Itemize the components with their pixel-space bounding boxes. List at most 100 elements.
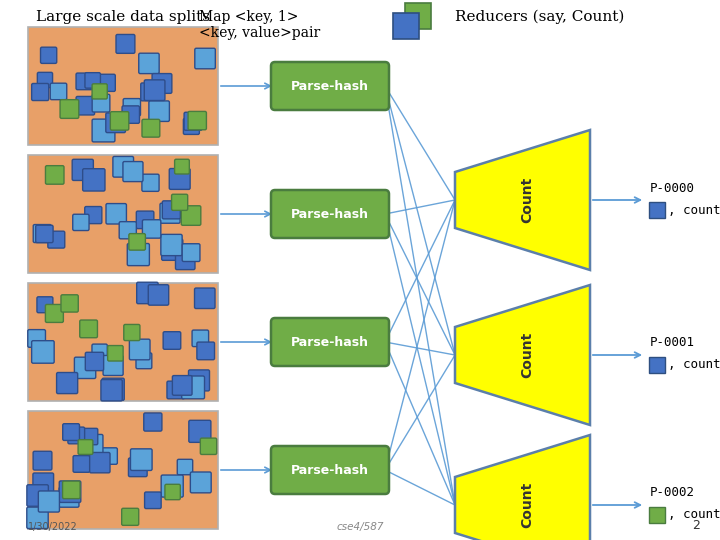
FancyBboxPatch shape [102,378,125,400]
FancyBboxPatch shape [98,75,115,91]
FancyBboxPatch shape [28,329,45,347]
FancyBboxPatch shape [200,438,217,455]
FancyBboxPatch shape [140,83,158,101]
FancyBboxPatch shape [128,458,147,477]
FancyBboxPatch shape [92,84,107,99]
FancyBboxPatch shape [63,481,80,498]
FancyBboxPatch shape [649,202,665,218]
FancyBboxPatch shape [184,112,202,130]
Text: Parse-hash: Parse-hash [291,207,369,220]
FancyBboxPatch shape [405,3,431,29]
FancyBboxPatch shape [27,507,48,529]
FancyBboxPatch shape [122,508,139,525]
FancyBboxPatch shape [137,282,158,303]
FancyBboxPatch shape [142,174,159,191]
Bar [28,283,218,401]
FancyBboxPatch shape [60,100,78,118]
FancyBboxPatch shape [177,460,193,475]
Text: 2: 2 [692,519,700,532]
FancyBboxPatch shape [106,113,125,133]
FancyBboxPatch shape [101,448,117,464]
Text: , count1: , count1 [668,204,720,217]
FancyBboxPatch shape [163,332,181,349]
FancyBboxPatch shape [189,420,211,442]
FancyBboxPatch shape [92,344,107,360]
FancyBboxPatch shape [161,234,182,255]
Bar [28,411,218,529]
FancyBboxPatch shape [169,168,190,190]
Text: Reducers (say, Count): Reducers (say, Count) [455,10,625,24]
FancyBboxPatch shape [145,492,161,509]
FancyBboxPatch shape [83,168,105,191]
FancyBboxPatch shape [162,201,180,219]
FancyBboxPatch shape [63,424,79,441]
FancyBboxPatch shape [59,487,79,507]
Text: 1/30/2022: 1/30/2022 [28,522,78,532]
FancyBboxPatch shape [85,73,100,88]
FancyBboxPatch shape [188,111,207,130]
FancyBboxPatch shape [85,206,102,224]
FancyBboxPatch shape [165,484,180,500]
FancyBboxPatch shape [74,357,96,379]
FancyBboxPatch shape [271,62,389,110]
FancyBboxPatch shape [116,35,135,53]
FancyBboxPatch shape [142,119,160,137]
FancyBboxPatch shape [176,250,195,269]
FancyBboxPatch shape [144,413,162,431]
Text: Parse-hash: Parse-hash [291,463,369,476]
FancyBboxPatch shape [27,485,48,506]
FancyBboxPatch shape [123,161,143,181]
FancyBboxPatch shape [50,83,67,100]
Text: P-0001: P-0001 [650,336,695,349]
FancyBboxPatch shape [130,449,152,470]
Text: Large scale data splits: Large scale data splits [36,10,210,24]
FancyBboxPatch shape [172,375,192,395]
FancyBboxPatch shape [182,244,200,261]
Text: Parse-hash: Parse-hash [291,79,369,92]
Polygon shape [455,285,590,425]
FancyBboxPatch shape [175,159,189,174]
FancyBboxPatch shape [161,475,183,497]
FancyBboxPatch shape [271,318,389,366]
Bar [28,155,218,273]
FancyBboxPatch shape [92,94,110,112]
Text: Parse-hash: Parse-hash [291,335,369,348]
FancyBboxPatch shape [40,47,57,63]
FancyBboxPatch shape [129,234,145,250]
FancyBboxPatch shape [82,435,103,455]
FancyBboxPatch shape [68,427,85,444]
FancyBboxPatch shape [32,341,54,363]
FancyBboxPatch shape [73,456,90,472]
FancyBboxPatch shape [136,211,154,228]
FancyBboxPatch shape [181,206,201,225]
FancyBboxPatch shape [195,48,215,69]
FancyBboxPatch shape [649,507,665,523]
Text: P-0000: P-0000 [650,181,695,194]
Text: , count2: , count2 [668,359,720,372]
FancyBboxPatch shape [136,353,152,369]
FancyBboxPatch shape [38,491,60,512]
FancyBboxPatch shape [393,13,419,39]
FancyBboxPatch shape [37,297,53,313]
FancyBboxPatch shape [127,244,150,266]
FancyBboxPatch shape [45,305,63,322]
FancyBboxPatch shape [76,73,93,90]
FancyBboxPatch shape [271,190,389,238]
FancyBboxPatch shape [190,472,211,493]
FancyBboxPatch shape [189,370,210,391]
FancyBboxPatch shape [192,330,209,347]
Bar [28,27,218,145]
FancyBboxPatch shape [122,106,140,123]
FancyBboxPatch shape [33,473,53,494]
Text: Count: Count [521,482,534,528]
FancyBboxPatch shape [37,72,53,87]
Polygon shape [455,435,590,540]
FancyBboxPatch shape [160,203,180,223]
FancyBboxPatch shape [106,204,127,224]
Text: P-0002: P-0002 [650,487,695,500]
FancyBboxPatch shape [148,285,168,305]
FancyBboxPatch shape [184,118,199,134]
FancyBboxPatch shape [78,440,93,455]
Polygon shape [455,130,590,270]
FancyBboxPatch shape [103,355,123,375]
